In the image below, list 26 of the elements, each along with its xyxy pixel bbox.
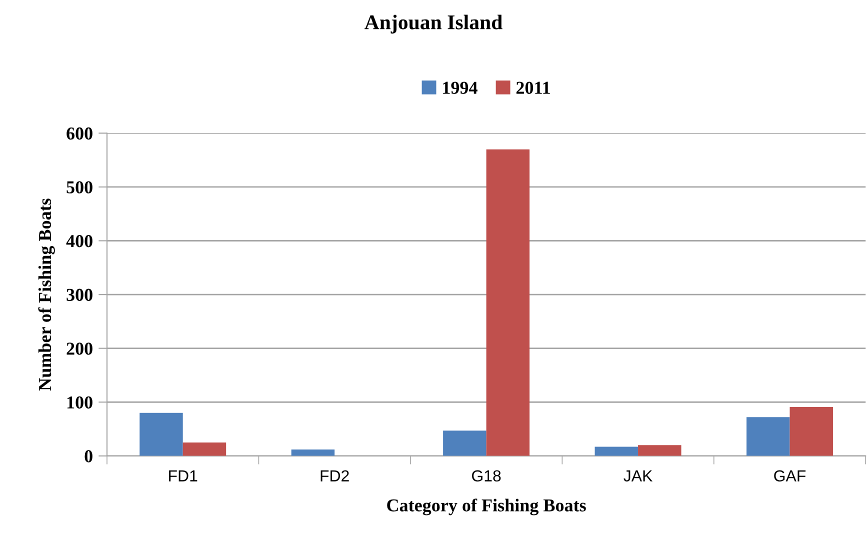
y-axis-title: Number of Fishing Boats [38, 198, 55, 391]
bar [790, 406, 833, 456]
bar [443, 430, 486, 456]
y-tick-label: 500 [66, 181, 92, 194]
chart-title: Anjouan Island [364, 14, 502, 34]
bar [291, 449, 335, 456]
bar [486, 149, 530, 456]
legend-label: 1994 [443, 82, 478, 94]
y-tick-label: 400 [66, 235, 92, 248]
bar [182, 442, 226, 456]
y-tick-label: 600 [66, 127, 92, 140]
x-tick-label: FD1 [169, 470, 198, 482]
legend-label: 2011 [516, 82, 550, 94]
x-tick-label: G18 [472, 470, 501, 482]
y-tick-label: 300 [66, 288, 92, 301]
y-tick-label: 0 [84, 450, 92, 462]
x-axis-title: Category of Fishing Boats [387, 498, 586, 516]
bar [746, 417, 790, 456]
x-tick-label: GAF [774, 470, 806, 482]
y-tick-label: 200 [66, 342, 92, 355]
y-tick-label: 100 [67, 396, 92, 409]
x-tick-label: FD2 [320, 470, 349, 482]
x-tick-label: JAK [624, 470, 652, 482]
bar [140, 412, 183, 456]
bar [638, 445, 682, 456]
bar [594, 446, 638, 456]
